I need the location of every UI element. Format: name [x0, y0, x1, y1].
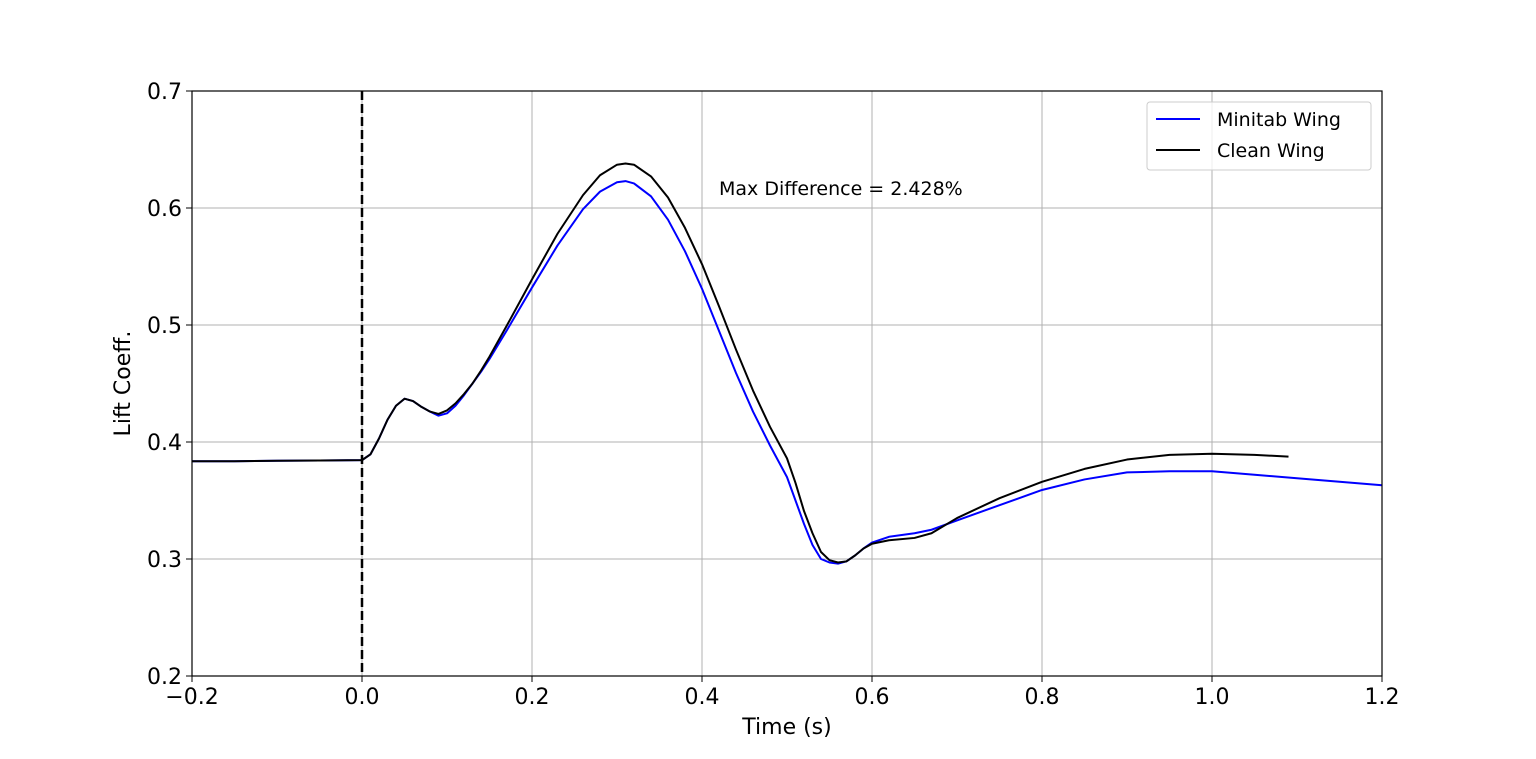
x-tick-label: 1.2: [1365, 685, 1400, 710]
y-tick-label: 0.7: [147, 80, 182, 105]
y-tick-label: 0.6: [147, 197, 182, 222]
x-tick-label: 0.0: [345, 685, 380, 710]
y-tick-label: 0.2: [147, 665, 182, 690]
x-tick-label: 0.4: [685, 685, 720, 710]
y-tick-label: 0.5: [147, 314, 182, 339]
x-axis-label: Time (s): [741, 715, 831, 740]
x-tick-label: 0.8: [1025, 685, 1060, 710]
legend-box: [1146, 101, 1372, 171]
x-tick-label: 1.0: [1195, 685, 1230, 710]
legend-label-clean-wing: Clean Wing: [1217, 140, 1325, 162]
series-line-clean-wing: [192, 162, 1289, 564]
max-difference-annotation: Max Difference = 2.428%: [719, 178, 963, 200]
y-tick-label: 0.4: [147, 431, 182, 456]
series-lines: [192, 162, 1383, 565]
legend-label-minitab-wing: Minitab Wing: [1217, 109, 1341, 131]
legend: Minitab Wing Clean Wing: [1146, 101, 1372, 171]
y-axis-label: Lift Coeff.: [111, 331, 136, 437]
x-tick-label: 0.2: [515, 685, 550, 710]
x-tick-label: −0.2: [165, 685, 218, 710]
axis-ticks: −0.2 0.0 0.2 0.4 0.6 0.8 1.0 1.2 0.2 0.3 0.4 0.5 0.6…: [147, 80, 1400, 710]
y-tick-label: 0.3: [147, 548, 182, 573]
x-tick-label: 0.6: [855, 685, 890, 710]
plot-frame: [191, 90, 1383, 677]
